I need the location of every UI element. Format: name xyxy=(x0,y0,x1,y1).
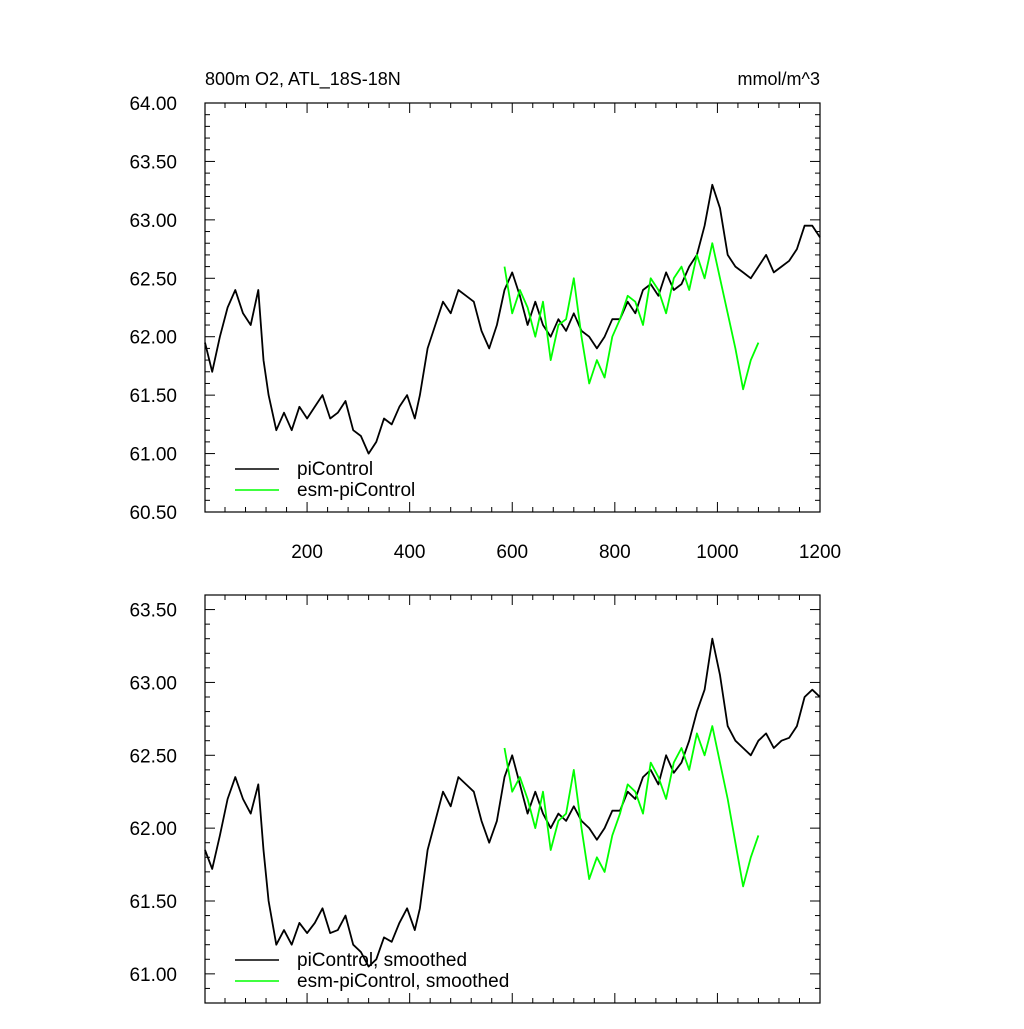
y-tick-label: 63.00 xyxy=(129,211,177,232)
x-tick-label: 200 xyxy=(291,542,323,563)
y-tick-label: 62.50 xyxy=(129,746,177,767)
y-tick-label: 62.50 xyxy=(129,269,177,290)
y-tick-label: 61.50 xyxy=(129,386,177,407)
series-line xyxy=(503,242,760,391)
legend-label: piControl xyxy=(297,459,373,480)
chart-title: 800m O2, ATL_18S-18N xyxy=(205,69,401,90)
x-tick-label: 400 xyxy=(394,542,426,563)
x-tick-label: 600 xyxy=(496,542,528,563)
legend-label: esm-piControl xyxy=(297,480,415,501)
series-line xyxy=(503,725,760,888)
bottom-panel: 61.00 61.50 62.00 62.50 63.00 63.50 piControl,… xyxy=(129,594,821,1004)
units-label: mmol/m^3 xyxy=(738,69,820,89)
x-tick-label: 800 xyxy=(599,542,631,563)
y-tick-label: 63.50 xyxy=(129,152,177,173)
legend-label: piControl, smoothed xyxy=(297,950,467,971)
y-tick-label: 61.00 xyxy=(129,445,177,466)
y-tick-label: 62.00 xyxy=(129,328,177,349)
y-tick-label: 60.50 xyxy=(129,503,177,524)
y-tick-label: 64.00 xyxy=(129,94,177,115)
y-tick-label: 63.50 xyxy=(129,601,177,622)
series-line xyxy=(204,183,821,455)
x-tick-label: 1000 xyxy=(696,542,738,563)
y-tick-label: 62.00 xyxy=(129,819,177,840)
top-panel: 800m O2, ATL_18S-18N mmol/m^3 60.50 61.00… xyxy=(129,69,841,563)
y-tick-label: 61.50 xyxy=(129,892,177,913)
x-tick-label: 1200 xyxy=(799,542,841,563)
plot-frame xyxy=(204,102,821,513)
y-tick-label: 61.00 xyxy=(129,965,177,986)
y-tick-label: 63.00 xyxy=(129,673,177,694)
legend-label: esm-piControl, smoothed xyxy=(297,971,509,992)
